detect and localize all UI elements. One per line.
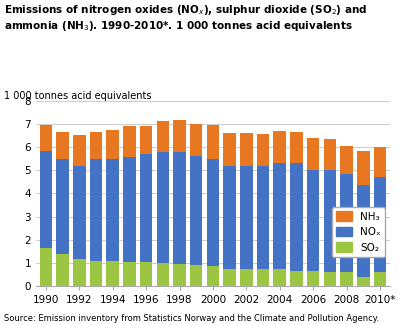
Bar [106,159,119,261]
Bar [357,277,370,286]
Bar [90,159,102,261]
Bar [374,177,386,272]
Bar [190,265,203,286]
Bar [374,272,386,286]
Bar [290,132,303,163]
Bar [307,138,320,170]
Bar [190,124,203,156]
Bar [273,269,286,286]
Bar [73,259,86,286]
Bar [173,152,186,264]
Bar [106,130,119,159]
Bar [324,139,336,170]
Bar [140,154,152,262]
Bar [56,132,69,159]
Bar [90,261,102,286]
Bar [56,159,69,254]
Bar [140,262,152,286]
Text: Source: Emission inventory from Statistics Norway and the Climate and Pollution : Source: Emission inventory from Statisti… [4,314,379,323]
Bar [90,132,102,159]
Bar [340,146,353,174]
Bar [207,125,219,159]
Bar [240,133,253,166]
Bar [324,170,336,272]
Bar [207,266,219,286]
Bar [39,248,52,286]
Bar [257,134,269,166]
Bar [56,254,69,286]
Bar [39,150,52,248]
Bar [357,185,370,277]
Bar [106,261,119,286]
Bar [173,264,186,286]
Bar [39,125,52,150]
Bar [307,170,320,271]
Bar [123,126,136,158]
Bar [207,159,219,266]
Bar [156,263,169,286]
Bar [290,271,303,286]
Bar [324,272,336,286]
Bar [357,151,370,185]
Bar [223,269,236,286]
Text: Emissions of nitrogen oxides (NO$_x$), sulphur dioxide (SO$_2$) and
ammonia (NH$: Emissions of nitrogen oxides (NO$_x$), s… [4,3,367,33]
Bar [240,269,253,286]
Bar [223,166,236,269]
Bar [223,133,236,166]
Bar [140,125,152,154]
Bar [340,174,353,272]
Bar [173,120,186,152]
Bar [190,156,203,265]
Bar [156,152,169,263]
Bar [156,121,169,152]
Bar [73,166,86,259]
Bar [73,135,86,166]
Bar [273,131,286,163]
Bar [240,166,253,269]
Bar [257,166,269,269]
Legend: NH₃, NOₓ, SO₂: NH₃, NOₓ, SO₂ [332,207,385,257]
Bar [374,147,386,177]
Bar [340,272,353,286]
Bar [273,163,286,269]
Bar [257,269,269,286]
Text: 1 000 tonnes acid equivalents: 1 000 tonnes acid equivalents [4,91,152,101]
Bar [307,271,320,286]
Bar [123,262,136,286]
Bar [290,163,303,271]
Bar [123,158,136,262]
